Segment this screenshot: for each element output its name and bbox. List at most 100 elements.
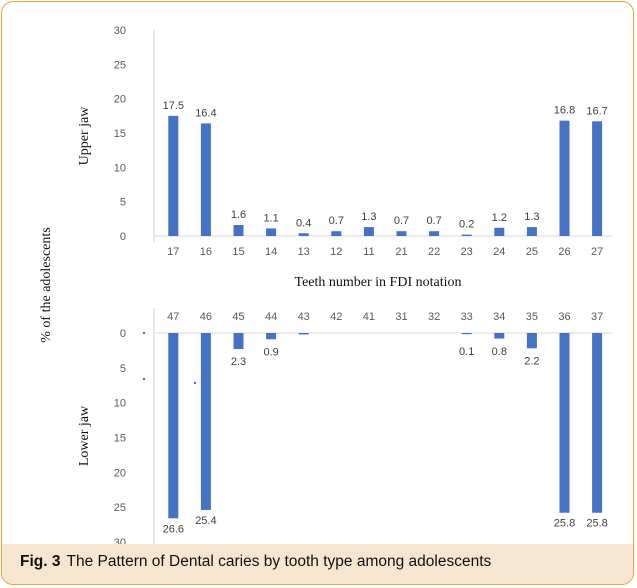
lower-y-tick-label: 5 <box>120 363 126 375</box>
stray-mark <box>142 377 146 381</box>
x-axis-title: Teeth number in FDI notation <box>295 275 462 290</box>
upper-bar <box>526 227 537 236</box>
lower-data-label: 25.8 <box>554 518 575 530</box>
lower-category-label: 42 <box>330 311 342 323</box>
upper-y-tick-label: 15 <box>114 128 126 140</box>
lower-bar <box>266 333 277 340</box>
upper-data-label: 0.4 <box>296 217 311 229</box>
upper-category-label: 13 <box>298 246 310 258</box>
upper-y-tick-label: 30 <box>114 25 126 37</box>
upper-y-tick-label: 5 <box>120 197 126 209</box>
lower-data-label: 26.6 <box>163 523 184 535</box>
lower-category-label: 46 <box>200 311 212 323</box>
lower-bar <box>526 333 537 349</box>
upper-data-label: 1.2 <box>492 212 507 224</box>
upper-bar <box>233 225 244 236</box>
stray-mark <box>142 331 146 335</box>
lower-bar <box>298 333 309 335</box>
dental-caries-chart: 0 5 10 15 20 25 30 17.5 16.4 1.6 1.1 0.4 0.7 1.3 0.7 0… <box>39 25 612 549</box>
lower-bar <box>168 333 179 519</box>
lower-data-label: 0.1 <box>459 346 474 358</box>
lower-category-label: 47 <box>167 311 179 323</box>
lower-bar <box>461 333 472 335</box>
lower-y-tick-label: 25 <box>114 502 126 514</box>
upper-category-label: 14 <box>265 246 277 258</box>
upper-y-tick-label: 10 <box>114 162 126 174</box>
lower-data-label: 25.8 <box>586 518 607 530</box>
figure-caption-text: The Pattern of Dental caries by tooth ty… <box>66 553 492 570</box>
upper-category-label: 15 <box>232 246 244 258</box>
upper-y-axis-title: Upper jaw <box>77 106 92 166</box>
lower-category-label: 31 <box>395 311 407 323</box>
upper-data-label: 0.2 <box>459 219 474 231</box>
upper-data-label: 1.6 <box>231 209 246 221</box>
upper-bar <box>200 123 211 236</box>
lower-category-label: 41 <box>363 311 375 323</box>
lower-y-axis-title: Lower jaw <box>77 405 92 466</box>
lower-category-label: 34 <box>493 311 505 323</box>
lower-bar <box>559 333 570 513</box>
upper-category-label: 24 <box>493 246 505 258</box>
upper-bar <box>266 228 277 236</box>
upper-data-label: 1.3 <box>361 211 376 223</box>
upper-bar <box>461 234 472 236</box>
upper-bar <box>396 231 407 236</box>
upper-data-label: 16.8 <box>554 105 575 117</box>
upper-bar <box>429 231 440 236</box>
upper-category-label: 11 <box>363 246 374 258</box>
lower-bar <box>592 333 603 513</box>
upper-data-label: 17.5 <box>163 100 184 112</box>
upper-data-label: 0.7 <box>426 215 441 227</box>
upper-y-tick-label: 25 <box>114 59 126 71</box>
lower-data-label: 25.4 <box>195 515 216 527</box>
upper-bar <box>494 227 505 236</box>
upper-category-label: 26 <box>558 246 570 258</box>
upper-jaw-panel: 0 5 10 15 20 25 30 17.5 16.4 1.6 1.1 0.4 0.7 1.3 0.7 0… <box>77 25 612 258</box>
lower-y-tick-label: 20 <box>114 467 126 479</box>
lower-category-label: 45 <box>232 311 244 323</box>
lower-category-label: 32 <box>428 311 440 323</box>
lower-data-label: 0.9 <box>263 346 278 358</box>
upper-category-label: 27 <box>591 246 603 258</box>
upper-data-label: 16.4 <box>195 107 216 119</box>
upper-bar <box>592 121 603 236</box>
lower-category-label: 33 <box>461 311 473 323</box>
lower-category-label: 44 <box>265 311 277 323</box>
lower-category-label: 37 <box>591 311 603 323</box>
upper-category-label: 25 <box>526 246 538 258</box>
lower-y-tick-label: 10 <box>114 398 126 410</box>
lower-y-tick-label: 0 <box>120 328 126 340</box>
upper-data-label: 16.7 <box>586 105 607 117</box>
lower-category-label: 43 <box>298 311 310 323</box>
lower-bar <box>494 333 505 339</box>
stray-mark <box>193 381 197 385</box>
lower-bar <box>233 333 244 350</box>
upper-category-label: 16 <box>200 246 212 258</box>
upper-data-label: 1.1 <box>263 212 278 224</box>
upper-y-tick-label: 20 <box>114 94 126 106</box>
upper-bar <box>363 227 374 236</box>
upper-bar <box>559 120 570 236</box>
lower-category-label: 36 <box>558 311 570 323</box>
upper-bar <box>298 233 309 236</box>
upper-bar <box>331 231 342 236</box>
upper-category-label: 12 <box>330 246 342 258</box>
upper-category-label: 23 <box>461 246 473 258</box>
lower-data-label: 0.8 <box>492 346 507 358</box>
lower-y-tick-label: 15 <box>114 433 126 445</box>
upper-data-label: 0.7 <box>329 215 344 227</box>
upper-bar <box>168 115 179 236</box>
upper-category-label: 21 <box>395 246 407 258</box>
figure-label: Fig. 3 <box>20 553 61 570</box>
shared-y-axis-title: % of the adolescents <box>39 227 54 342</box>
lower-data-label: 2.3 <box>231 356 246 368</box>
upper-category-label: 17 <box>167 246 179 258</box>
upper-y-tick-label: 0 <box>120 231 126 243</box>
figure-caption: Fig. 3 The Pattern of Dental caries by to… <box>2 544 633 584</box>
upper-data-label: 1.3 <box>524 211 539 223</box>
lower-category-label: 35 <box>526 311 538 323</box>
lower-data-label: 2.2 <box>524 355 539 367</box>
lower-bar <box>200 333 211 510</box>
